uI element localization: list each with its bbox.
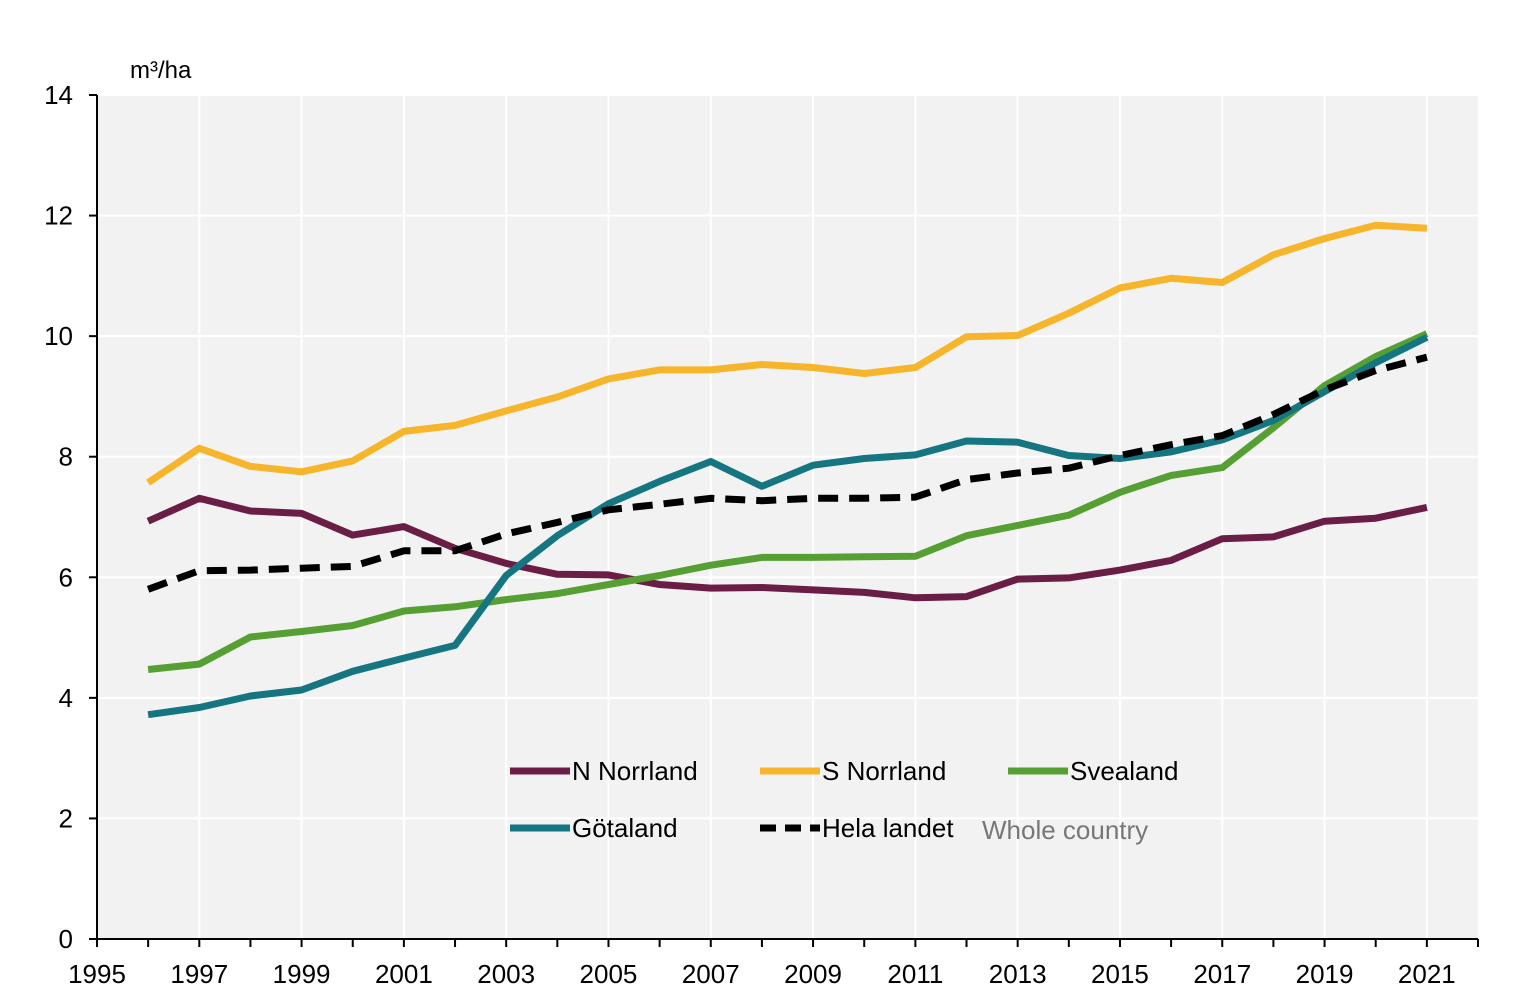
- legend-sublabel-hela-landet: Whole country: [982, 815, 1148, 845]
- series-line-svealand: [147, 330, 1429, 673]
- gridlines: [97, 94, 1478, 939]
- y-tick-label: 0: [59, 924, 73, 954]
- x-tick-label: 1995: [68, 959, 126, 989]
- y-tick-label: 4: [59, 683, 73, 713]
- legend-label-g-taland: Götaland: [572, 813, 678, 843]
- x-tick-label: 2021: [1398, 959, 1456, 989]
- x-tick-label: 2015: [1091, 959, 1149, 989]
- series-line-s-norrland: [146, 221, 1428, 486]
- y-tick-label: 8: [59, 442, 73, 472]
- axes: [89, 94, 1479, 947]
- x-tick-label: 2001: [375, 959, 433, 989]
- series-line-n-norrland: [146, 494, 1428, 602]
- y-tick-label: 12: [44, 201, 73, 231]
- y-tick-label: 14: [44, 80, 73, 110]
- legend: N Norrland S Norrland Svealand Götaland Hela…: [510, 756, 1178, 845]
- x-tick-label: 2019: [1296, 959, 1354, 989]
- y-tick-label: 10: [44, 321, 73, 351]
- series-line-g-taland: [147, 334, 1429, 719]
- series-lines: [146, 221, 1429, 719]
- y-tick-label: 2: [59, 803, 73, 833]
- x-tick-label: 2009: [784, 959, 842, 989]
- x-tick-label: 1999: [273, 959, 331, 989]
- legend-label-s-norrland: S Norrland: [822, 756, 946, 786]
- x-tick-label: 2013: [989, 959, 1047, 989]
- x-tick-label: 2007: [682, 959, 740, 989]
- tick-labels: 0 2 4 6 8 10 12 14 1995 1997 1999 2001 2003 2005 2007 2…: [44, 80, 1456, 989]
- series-line-hela-landet: [146, 353, 1428, 593]
- x-tick-label: 2003: [477, 959, 535, 989]
- legend-label-n-norrland: N Norrland: [572, 756, 698, 786]
- x-tick-label: 2011: [887, 959, 943, 989]
- legend-label-svealand: Svealand: [1070, 756, 1178, 786]
- y-tick-label: 6: [59, 562, 73, 592]
- x-tick-label: 2005: [580, 959, 638, 989]
- x-tick-label: 1997: [170, 959, 228, 989]
- y-axis-unit-label: m³/ha: [130, 57, 192, 84]
- x-tick-label: 2017: [1193, 959, 1251, 989]
- plot-area: [97, 95, 1478, 939]
- legend-label-hela-landet: Hela landet: [822, 813, 954, 843]
